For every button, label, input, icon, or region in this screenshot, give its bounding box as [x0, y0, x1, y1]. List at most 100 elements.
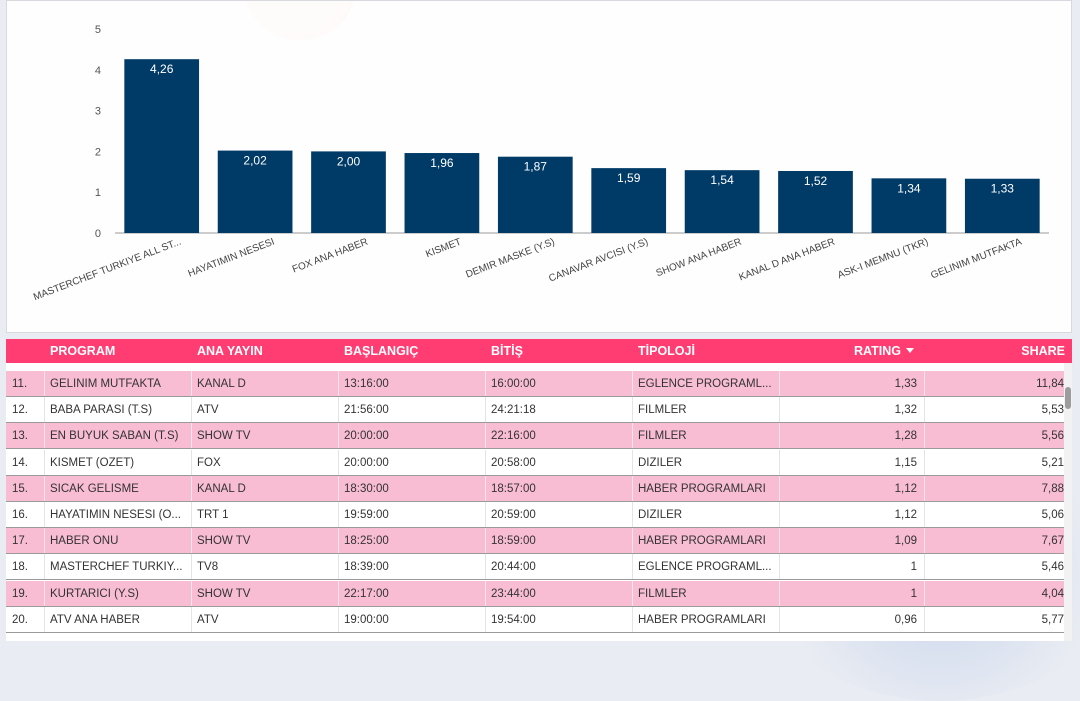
header-baslangic[interactable]: BAŞLANGIÇ [344, 344, 419, 358]
cell-program: EN BUYUK SABAN (T.S) [50, 430, 179, 443]
cell-tipoloji: HABER PROGRAMLARI [638, 482, 766, 495]
bar[interactable] [778, 170, 853, 233]
cell-bitis: 19:54:00 [491, 613, 536, 626]
bar[interactable] [684, 170, 760, 233]
cell-no: 18. [12, 561, 28, 574]
bar[interactable] [497, 156, 573, 233]
column-separator [191, 554, 192, 580]
cell-program: GELINIM MUTFAKTA [50, 378, 161, 390]
column-separator [779, 475, 780, 501]
category-label: SHOW ANA HABER [655, 237, 744, 280]
bar[interactable] [124, 59, 200, 233]
table-row[interactable]: 14. KISMET (OZET) FOX 20:00:00 20:58:00 DIZIL… [6, 449, 1064, 476]
header-program[interactable]: PROGRAM [50, 344, 116, 358]
cell-bitis: 24:21:18 [491, 404, 536, 417]
bar[interactable] [217, 150, 293, 233]
y-tick-label: 1 [95, 187, 101, 199]
header-ana-yayin[interactable]: ANA YAYIN [197, 344, 263, 358]
cell-no: 14. [12, 456, 28, 469]
bar[interactable] [591, 168, 667, 233]
cell-no: 12. [12, 404, 28, 417]
column-separator [924, 580, 925, 606]
cell-rating: 1,28 [894, 430, 917, 443]
cell-bitis: 20:59:00 [491, 509, 536, 521]
column-separator [338, 449, 339, 475]
column-separator [191, 475, 192, 501]
table-row[interactable]: 11. GELINIM MUTFAKTA KANAL D 13:16:00 16:00:… [6, 371, 1064, 397]
category-label: GELINIM MUTFAKTA [929, 236, 1023, 281]
cell-bitis: 16:00:00 [491, 378, 536, 390]
column-separator [44, 606, 45, 632]
column-separator [485, 449, 486, 475]
bar[interactable] [871, 178, 947, 233]
header-share[interactable]: SHARE [1021, 344, 1065, 358]
y-tick-label: 5 [95, 24, 101, 36]
table-row[interactable]: 16. HAYATIMIN NESESI (O... TRT 1 19:59:00 20… [6, 502, 1064, 528]
bar[interactable] [404, 153, 480, 233]
program-ratings-table: PROGRAM ANA YAYIN BAŞLANGIÇ BİTİŞ TİPOLO… [6, 339, 1072, 641]
cell-bitis: 18:57:00 [491, 482, 536, 495]
column-separator [191, 528, 192, 554]
header-tipoloji[interactable]: TİPOLOJİ [638, 344, 695, 358]
column-separator [779, 606, 780, 632]
cell-baslangic: 18:30:00 [344, 482, 389, 495]
cell-bitis: 23:44:00 [491, 587, 536, 600]
cell-tipoloji: DIZILER [638, 509, 683, 521]
table-row[interactable]: 19. KURTARICI (Y.S) SHOW TV 22:17:00 23:44:0… [6, 580, 1064, 607]
column-separator [779, 449, 780, 475]
column-separator [485, 502, 486, 527]
cell-bitis: 18:59:00 [491, 535, 536, 548]
cell-no: 19. [12, 587, 28, 600]
category-label: KANAL D ANA HABER [738, 237, 837, 284]
column-separator [338, 528, 339, 554]
table-row[interactable]: 13. EN BUYUK SABAN (T.S) SHOW TV 20:00:00 22… [6, 423, 1064, 450]
cell-no: 11. [12, 378, 28, 390]
cell-tipoloji: FILMLER [638, 430, 687, 443]
table-row[interactable]: 18. MASTERCHEF TURKIY... TV8 18:39:00 20:44:… [6, 554, 1064, 581]
column-separator [44, 580, 45, 606]
column-separator [779, 423, 780, 449]
column-separator [485, 423, 486, 449]
cell-ana-yayin: TV8 [197, 561, 219, 574]
table-scrollbar[interactable] [1064, 363, 1072, 641]
cell-rating: 1,32 [894, 404, 917, 417]
bar[interactable] [311, 151, 386, 233]
cell-share: 5,53 [1041, 404, 1064, 417]
column-separator [485, 475, 486, 501]
table-row[interactable]: 15. SICAK GELISME KANAL D 18:30:00 18:57:00 H… [6, 475, 1064, 502]
column-separator [338, 397, 339, 423]
scrollbar-thumb[interactable] [1065, 387, 1071, 409]
sort-descending-icon[interactable] [906, 348, 914, 353]
bar-value-label: 2,02 [243, 154, 267, 168]
y-tick-label: 0 [95, 228, 101, 240]
column-separator [632, 554, 633, 580]
column-separator [779, 371, 780, 396]
cell-no: 17. [12, 535, 28, 548]
column-separator [44, 423, 45, 449]
cell-bitis: 20:58:00 [491, 456, 536, 469]
cell-tipoloji: EGLENCE PROGRAML... [638, 561, 772, 574]
bar-value-label: 1,54 [710, 173, 734, 187]
header-bitis[interactable]: BİTİŞ [491, 344, 523, 358]
category-label: ASK-I MEMNU (TKR) [836, 237, 930, 282]
column-separator [44, 528, 45, 554]
cell-tipoloji: FILMLER [638, 404, 687, 417]
column-separator [632, 528, 633, 554]
bar[interactable] [964, 178, 1040, 233]
y-tick-label: 3 [95, 106, 101, 118]
table-row[interactable]: 12. BABA PARASI (T.S) ATV 21:56:00 24:21:18 F… [6, 397, 1064, 424]
category-label: MASTERCHEF TURKIYE ALL ST... [32, 237, 183, 304]
column-separator [191, 449, 192, 475]
bar-value-label: 2,00 [337, 154, 361, 168]
header-rating[interactable]: RATING [854, 344, 914, 358]
column-separator [338, 502, 339, 527]
cell-tipoloji: EGLENCE PROGRAML... [638, 378, 772, 390]
table-row[interactable]: 20. ATV ANA HABER ATV 19:00:00 19:54:00 HABER… [6, 606, 1064, 633]
column-separator [44, 397, 45, 423]
table-row[interactable]: 17. HABER ONU SHOW TV 18:25:00 18:59:00 HABER… [6, 528, 1064, 555]
column-separator [924, 606, 925, 632]
bar-value-label: 1,59 [617, 171, 641, 185]
rating-bar-chart-panel: 0 1 2 3 4 5 4,26 MASTERCHEF TURKIYE ALL ST... 2,… [6, 0, 1072, 333]
bar-value-label: 1,34 [897, 181, 921, 195]
bar-value-label: 1,87 [524, 160, 548, 174]
